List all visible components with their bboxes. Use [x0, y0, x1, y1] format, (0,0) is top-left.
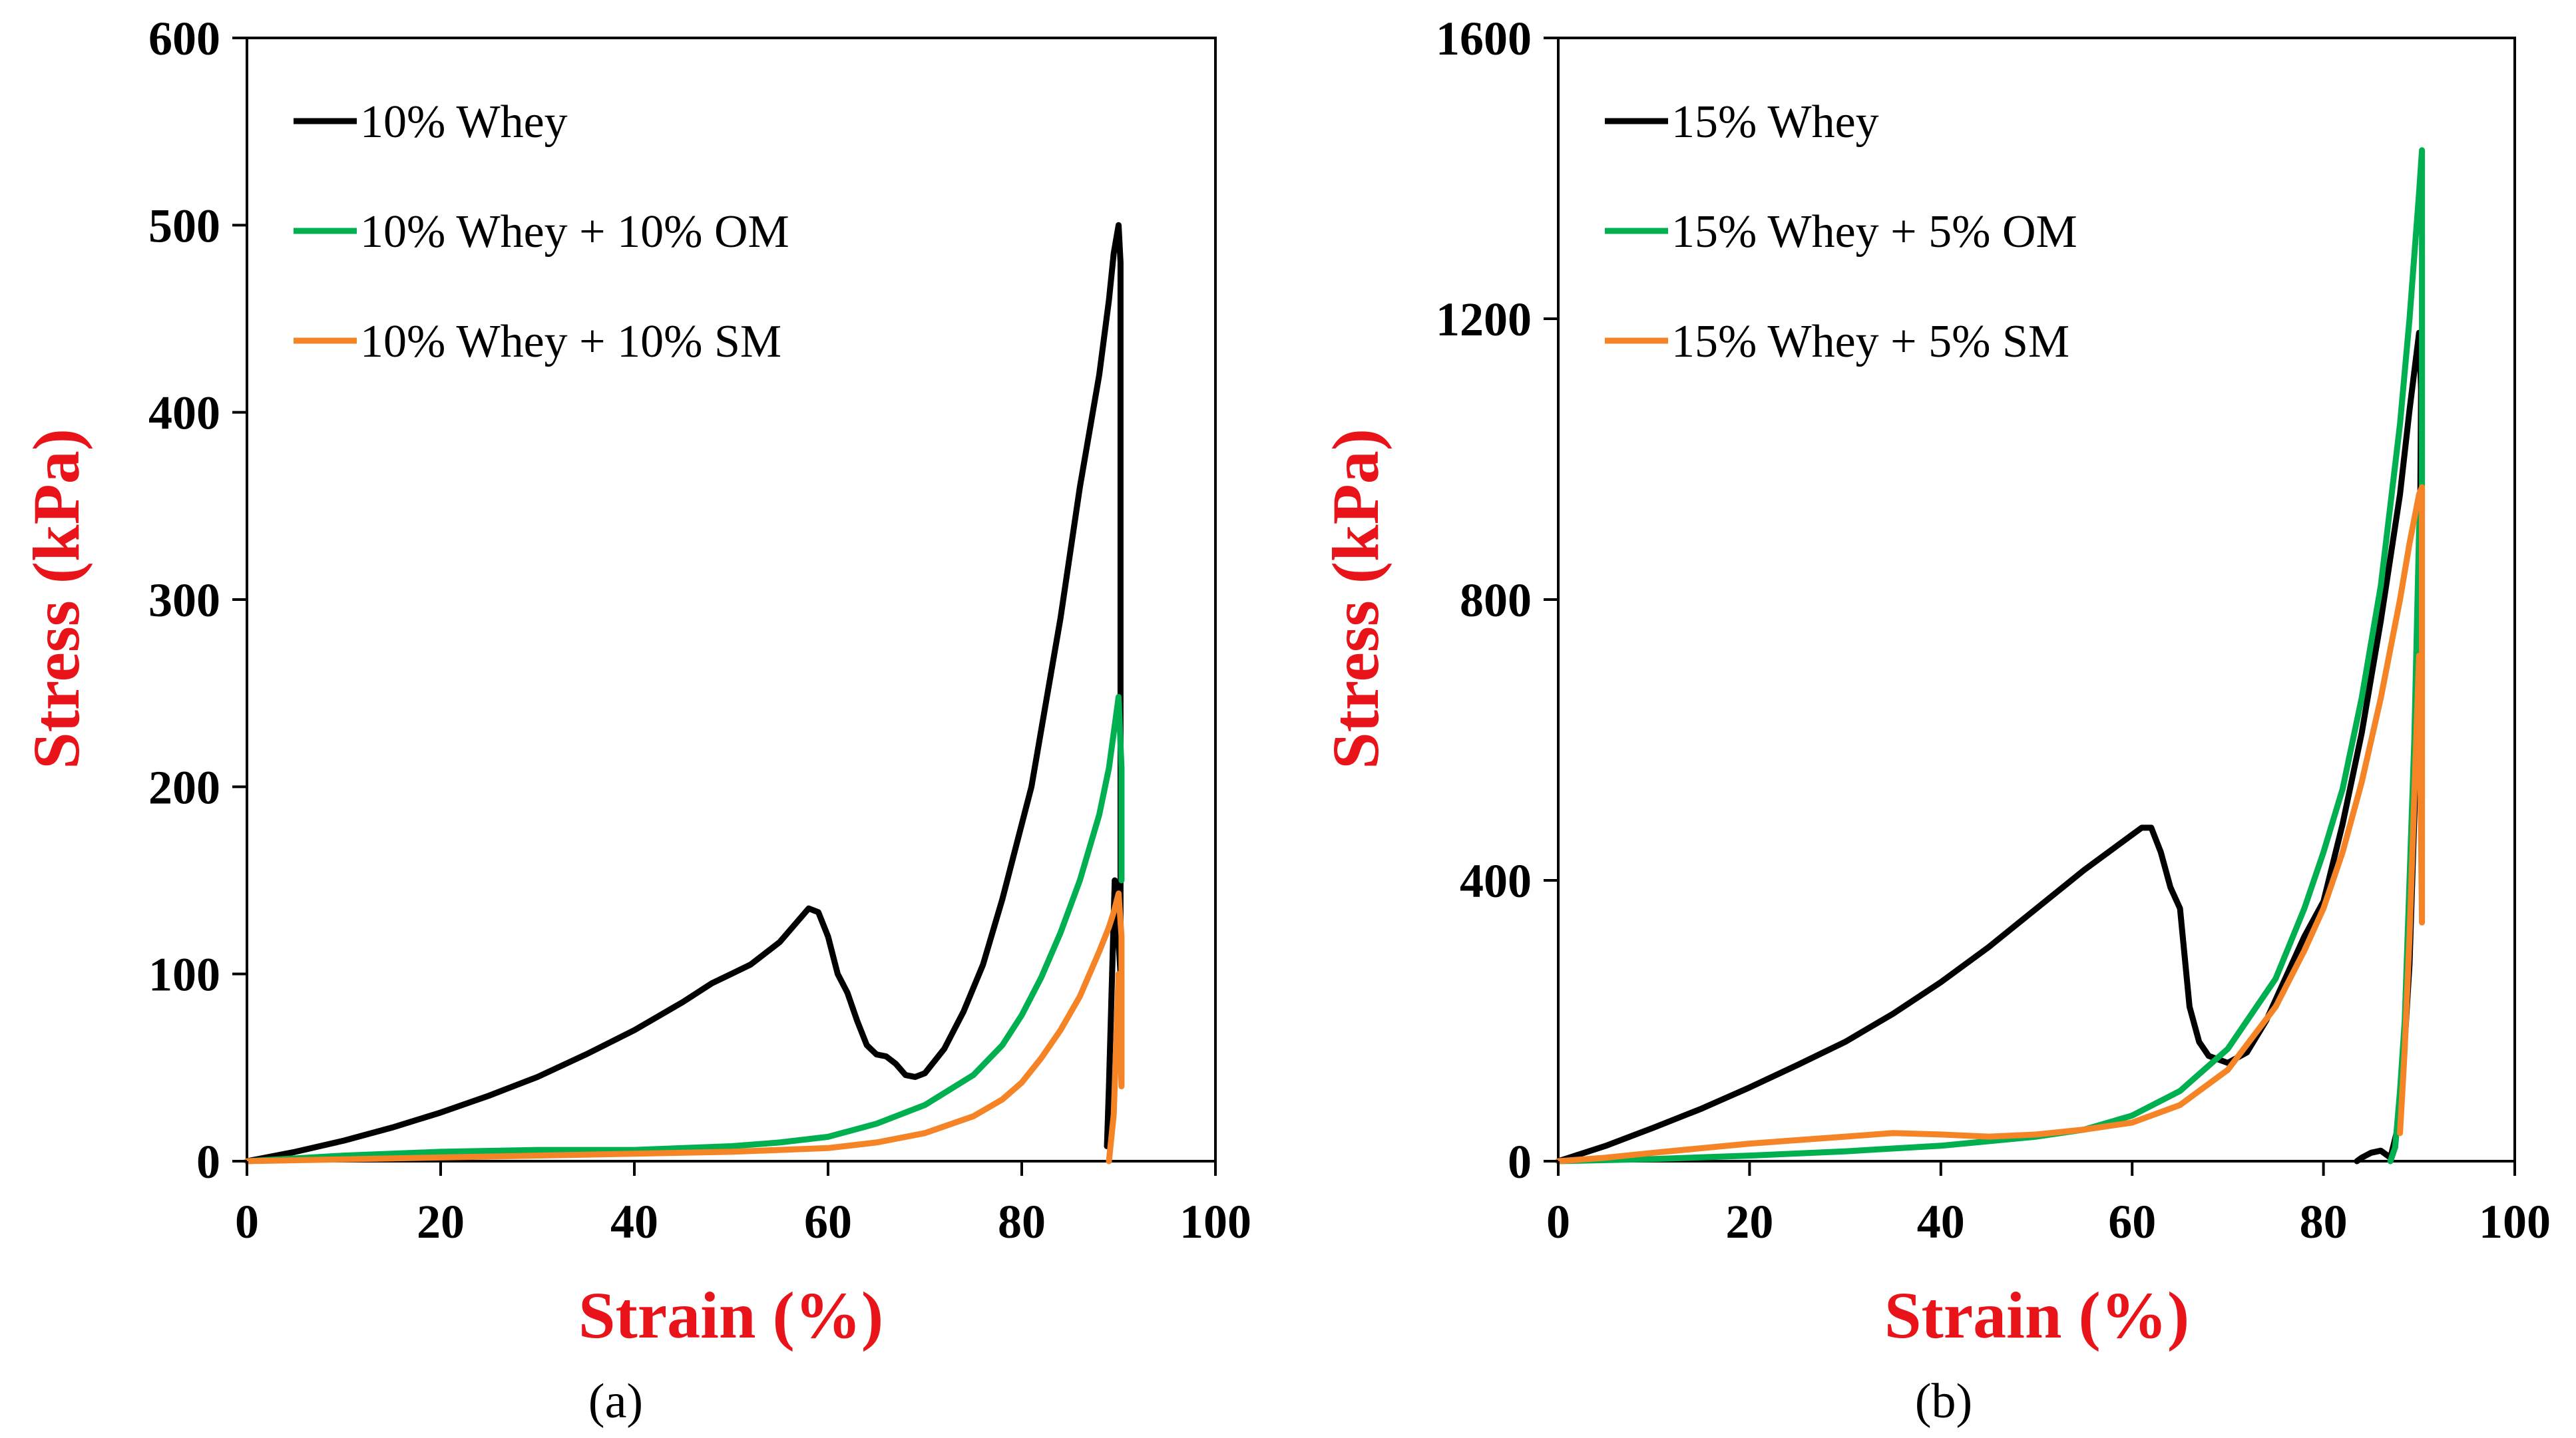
x-axis-title-b: Strain (%)	[1884, 1278, 2189, 1352]
y-tick-label: 0	[196, 1135, 220, 1188]
legend-label: 10% Whey	[360, 96, 568, 148]
panel-label-a: (a)	[588, 1374, 643, 1429]
y-tick-label: 300	[148, 574, 220, 627]
legend-label: 15% Whey	[1671, 96, 1879, 148]
x-tick-label: 20	[1725, 1195, 1773, 1248]
x-tick-label: 40	[610, 1195, 658, 1248]
chart-panel-a: 0 20 40 60 80 100 0 100 200 300 400 500 600 10% Whey…	[19, 12, 1251, 1429]
legend-label: 15% Whey + 5% SM	[1671, 316, 2069, 367]
series-line-2	[1555, 147, 2426, 1165]
x-tick-label: 100	[1180, 1195, 1251, 1248]
series-line-1	[1555, 329, 2424, 1165]
x-tick-label: 80	[998, 1195, 1046, 1248]
x-tick-label: 60	[804, 1195, 852, 1248]
x-tick-label: 80	[2300, 1195, 2348, 1248]
y-tick-label: 100	[148, 948, 220, 1001]
y-axis-title-b: Stress (kPa)	[1319, 429, 1393, 769]
panel-label-b: (b)	[1915, 1374, 1972, 1429]
series-line-3	[1555, 484, 2426, 1165]
y-tick-label: 200	[148, 761, 220, 814]
x-tick-label: 20	[417, 1195, 465, 1248]
x-axis-title-a: Strain (%)	[578, 1278, 883, 1352]
y-tick-label: 400	[1460, 854, 1532, 908]
x-tick-label: 60	[2108, 1195, 2156, 1248]
ticks-layer-b: 0 20 40 60 80 100 0 400 800 1200 1600	[1436, 12, 2551, 1248]
series-layer-b	[1555, 147, 2426, 1165]
y-tick-label: 400	[148, 387, 220, 440]
series-line-2	[244, 693, 1125, 1165]
x-tick-label: 100	[2479, 1195, 2551, 1248]
x-tick-label: 0	[1546, 1195, 1570, 1248]
y-tick-label: 600	[148, 12, 220, 65]
y-tick-label: 1200	[1436, 293, 1532, 346]
y-tick-label: 1600	[1436, 12, 1532, 65]
y-tick-label: 0	[1508, 1135, 1532, 1188]
legend-b: 15% Whey 15% Whey + 5% OM 15% Whey + 5% SM	[1605, 96, 2077, 367]
y-axis-title-a: Stress (kPa)	[19, 429, 93, 769]
x-tick-label: 40	[1917, 1195, 1965, 1248]
series-line-3	[244, 890, 1125, 1165]
legend-a: 10% Whey 10% Whey + 10% OM 10% Whey + 10% …	[294, 96, 789, 367]
legend-label: 10% Whey + 10% OM	[360, 206, 789, 258]
y-tick-label: 800	[1460, 574, 1532, 627]
series-layer-a	[244, 222, 1125, 1165]
x-tick-label: 0	[235, 1195, 259, 1248]
legend-label: 10% Whey + 10% SM	[360, 316, 781, 367]
y-tick-label: 500	[148, 199, 220, 252]
ticks-layer-a: 0 20 40 60 80 100 0 100 200 300 400 500 600	[148, 12, 1251, 1248]
legend-label: 15% Whey + 5% OM	[1671, 206, 2077, 258]
series-line-1	[244, 222, 1124, 1165]
